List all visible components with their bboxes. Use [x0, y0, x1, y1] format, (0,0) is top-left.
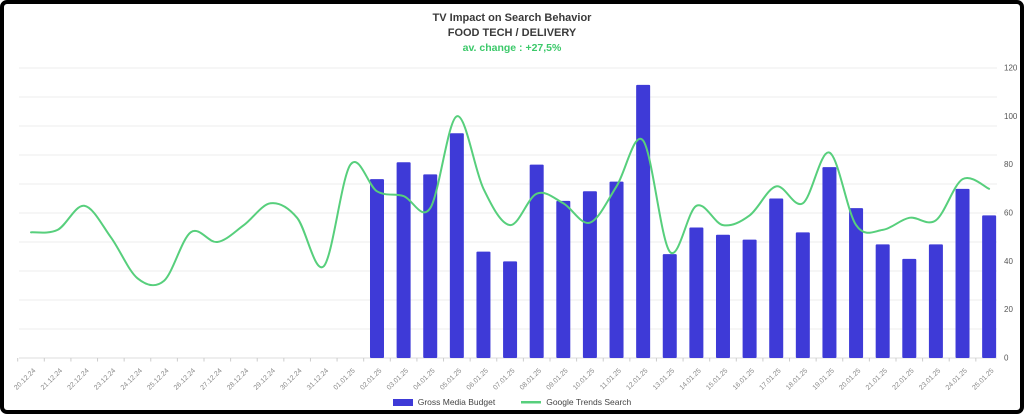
x-axis-label: 16.01.25 — [732, 367, 756, 391]
bar-08.01.25[interactable] — [529, 164, 544, 358]
y-axis-tick-label: 120 — [1004, 64, 1018, 73]
legend-item-google-trends-search[interactable]: Google Trends Search — [521, 397, 631, 407]
y-axis-tick-label: 80 — [1004, 160, 1013, 169]
chart-subtitle: FOOD TECH / DELIVERY — [447, 27, 577, 39]
x-axis-label: 24.12.24 — [120, 367, 144, 391]
x-axis-label: 26.12.24 — [173, 367, 197, 391]
bar-12.01.25[interactable] — [636, 84, 651, 359]
bar-17.01.25[interactable] — [769, 198, 784, 359]
y-axis-labels: 0 20 40 60 80 100 120 — [1004, 64, 1018, 363]
gridlines — [19, 67, 997, 359]
bar-23.01.25[interactable] — [928, 244, 943, 358]
bar-24.01.25[interactable] — [955, 188, 970, 358]
bar-09.01.25[interactable] — [556, 200, 571, 358]
x-axis — [17, 357, 997, 362]
x-axis-label: 11.01.25 — [599, 367, 623, 391]
x-axis-label: 02.01.25 — [359, 367, 383, 391]
x-axis-label: 15.01.25 — [705, 367, 729, 391]
bar-05.01.25[interactable] — [449, 133, 464, 358]
x-axis-label: 13.01.25 — [652, 367, 676, 391]
y-axis-tick-label: 20 — [1004, 305, 1013, 314]
y-axis-tick-label: 60 — [1004, 209, 1013, 218]
bar-06.01.25[interactable] — [476, 251, 491, 358]
bar-03.01.25[interactable] — [396, 162, 411, 358]
x-axis-label: 09.01.25 — [545, 367, 569, 391]
x-axis-label: 14.01.25 — [679, 367, 703, 391]
bar-21.01.25[interactable] — [875, 244, 890, 358]
x-axis-label: 05.01.25 — [439, 367, 463, 391]
x-axis-label: 08.01.25 — [519, 367, 543, 391]
x-axis-label: 29.12.24 — [253, 367, 277, 391]
x-axis-label: 24.01.25 — [945, 367, 969, 391]
x-axis-label: 22.01.25 — [891, 367, 915, 391]
x-axis-label: 28.12.24 — [226, 367, 250, 391]
bar-10.01.25[interactable] — [582, 191, 597, 358]
avg-change-label: av. change : +27,5% — [462, 42, 562, 54]
x-axis-label: 06.01.25 — [466, 367, 490, 391]
x-axis-label: 21.01.25 — [865, 367, 889, 391]
y-axis-tick-label: 100 — [1004, 112, 1018, 121]
bar-19.01.25[interactable] — [822, 167, 837, 358]
x-axis-label: 21.12.24 — [40, 367, 64, 391]
legend-label-line: Google Trends Search — [546, 397, 632, 407]
x-axis-label: 25.12.24 — [146, 367, 170, 391]
legend: Gross Media Budget Google Trends Search — [4, 393, 1020, 410]
x-axis-label: 01.01.25 — [333, 367, 357, 391]
bars-series — [369, 84, 997, 359]
bar-14.01.25[interactable] — [689, 227, 704, 359]
bar-series-swatch-icon — [392, 398, 413, 406]
bar-13.01.25[interactable] — [662, 254, 677, 358]
x-axis-label: 20.01.25 — [838, 367, 862, 391]
x-axis-label: 03.01.25 — [386, 367, 410, 391]
line-series-swatch-icon — [521, 400, 542, 403]
x-axis-label: 27.12.24 — [200, 367, 224, 391]
bar-18.01.25[interactable] — [795, 232, 810, 358]
y-axis-tick-label: 40 — [1004, 257, 1013, 266]
bar-25.01.25[interactable] — [982, 215, 997, 358]
legend-item-gross-media-budget[interactable]: Gross Media Budget — [392, 397, 496, 407]
x-axis-label: 25.01.25 — [971, 367, 995, 391]
x-axis-label: 18.01.25 — [785, 367, 809, 391]
x-axis-label: 12.01.25 — [625, 367, 649, 391]
y-axis-tick-label: 0 — [1004, 354, 1009, 363]
bar-04.01.25[interactable] — [423, 174, 438, 358]
x-axis-label: 04.01.25 — [412, 367, 436, 391]
bar-07.01.25[interactable] — [503, 261, 518, 358]
x-axis-label: 31.12.24 — [306, 367, 330, 391]
bar-15.01.25[interactable] — [715, 234, 730, 358]
chart-title: TV Impact on Search Behavior — [432, 12, 592, 24]
x-axis-label: 23.12.24 — [93, 367, 117, 391]
x-axis-label: 17.01.25 — [758, 367, 782, 391]
x-axis-labels: 20.12.24 21.12.24 22.12.24 23.12.24 24.12.24… — [13, 367, 995, 391]
x-axis-label: 30.12.24 — [279, 367, 303, 391]
x-axis-label: 22.12.24 — [66, 367, 90, 391]
x-axis-label: 20.12.24 — [13, 367, 37, 391]
x-axis-label: 10.01.25 — [572, 367, 596, 391]
bar-16.01.25[interactable] — [742, 239, 757, 358]
bar-02.01.25[interactable] — [369, 179, 384, 358]
legend-label-bar: Gross Media Budget — [417, 397, 496, 407]
bar-20.01.25[interactable] — [849, 208, 864, 358]
chart-header: TV Impact on Search Behavior FOOD TECH /… — [4, 11, 1020, 55]
x-axis-label: 23.01.25 — [918, 367, 942, 391]
trend-line — [30, 115, 991, 287]
bar-11.01.25[interactable] — [609, 181, 624, 358]
x-axis-label: 07.01.25 — [492, 367, 516, 391]
bar-22.01.25[interactable] — [902, 258, 917, 358]
x-axis-label: 19.01.25 — [812, 367, 836, 391]
